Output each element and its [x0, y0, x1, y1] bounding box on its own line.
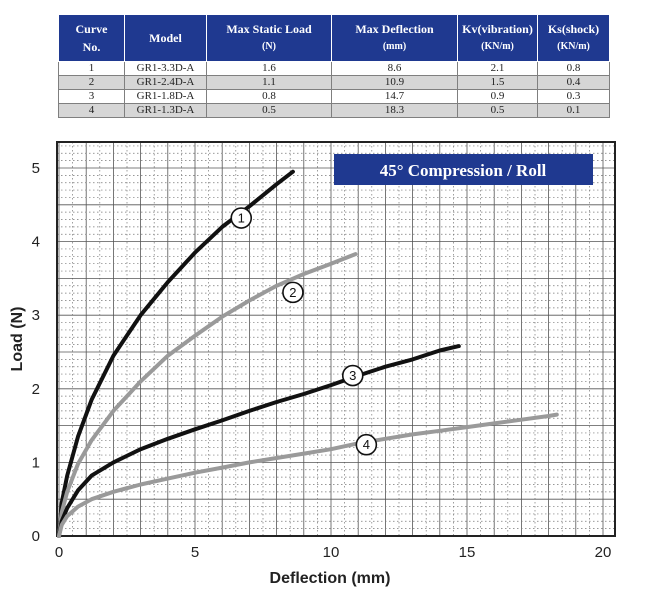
x-tick-label: 5	[191, 544, 199, 561]
cell-ks: 0.1	[537, 103, 610, 118]
cell-load: 0.8	[206, 89, 332, 104]
y-tick-label: 2	[32, 381, 40, 398]
x-axis-label: Deflection (mm)	[270, 570, 391, 587]
cell-kv: 0.5	[457, 103, 538, 118]
curve-marker-label-4: 4	[363, 437, 370, 452]
table-row: 4 GR1-1.3D-A 0.5 18.3 0.5 0.1	[58, 103, 610, 118]
curve-marker-4	[355, 433, 378, 456]
curve-marker-3	[341, 364, 364, 387]
curve-marker-label-2: 2	[289, 285, 296, 300]
y-axis-label: Load (N)	[9, 307, 26, 372]
y-tick-label: 4	[32, 234, 40, 251]
curve-markers: 1 2 3 4	[230, 207, 378, 456]
x-tick-label: 20	[595, 544, 612, 561]
x-tick-label: 10	[323, 544, 340, 561]
cell-model: GR1-1.3D-A	[124, 103, 207, 118]
cell-model: GR1-3.3D-A	[124, 61, 207, 76]
axis-ticks: 0 5 10 15 20 0 1 2 3 4 5	[32, 160, 612, 561]
chart-grid	[57, 142, 615, 536]
y-tick-label: 1	[32, 454, 40, 471]
x-tick-label: 15	[459, 544, 476, 561]
cell-model: GR1-2.4D-A	[124, 75, 207, 90]
header-max-deflection: Max Deflection (mm)	[331, 14, 458, 62]
chart-title: 45° Compression / Roll	[380, 161, 547, 180]
spec-table: Curve No. Model Max Static Load (N) Max De…	[58, 14, 610, 118]
table-row: 2 GR1-2.4D-A 1.1 10.9 1.5 0.4	[58, 75, 610, 90]
header-model: Model	[124, 14, 207, 62]
curve-2	[57, 252, 358, 538]
curve-marker-label-1: 1	[238, 211, 245, 226]
x-tick-label: 0	[55, 544, 63, 561]
cell-kv: 1.5	[457, 75, 538, 90]
y-tick-label: 5	[32, 160, 40, 177]
chart-curves	[57, 169, 559, 538]
cell-deflection: 18.3	[331, 103, 458, 118]
header-curve-no: Curve No.	[58, 14, 125, 62]
cell-load: 0.5	[206, 103, 332, 118]
cell-deflection: 14.7	[331, 89, 458, 104]
y-tick-label: 3	[32, 307, 40, 324]
cell-load: 1.6	[206, 61, 332, 76]
curve-marker-1	[230, 207, 253, 229]
curve-marker-2	[282, 281, 304, 304]
curve-4	[57, 412, 559, 538]
curve-3	[57, 344, 461, 538]
cell-deflection: 10.9	[331, 75, 458, 90]
header-ks-shock: Ks(shock) (KN/m)	[537, 14, 610, 62]
table-header-row: Curve No. Model Max Static Load (N) Max De…	[58, 14, 610, 62]
curve-1	[57, 169, 295, 538]
header-max-static-load: Max Static Load (N)	[206, 14, 332, 62]
plot-frame	[56, 141, 616, 537]
header-kv-vibration: Kv(vibration) (KN/m)	[457, 14, 538, 62]
cell-kv: 0.9	[457, 89, 538, 104]
y-tick-label: 0	[32, 528, 40, 545]
chart-title-badge	[334, 154, 593, 185]
curve-marker-label-3: 3	[349, 368, 356, 383]
